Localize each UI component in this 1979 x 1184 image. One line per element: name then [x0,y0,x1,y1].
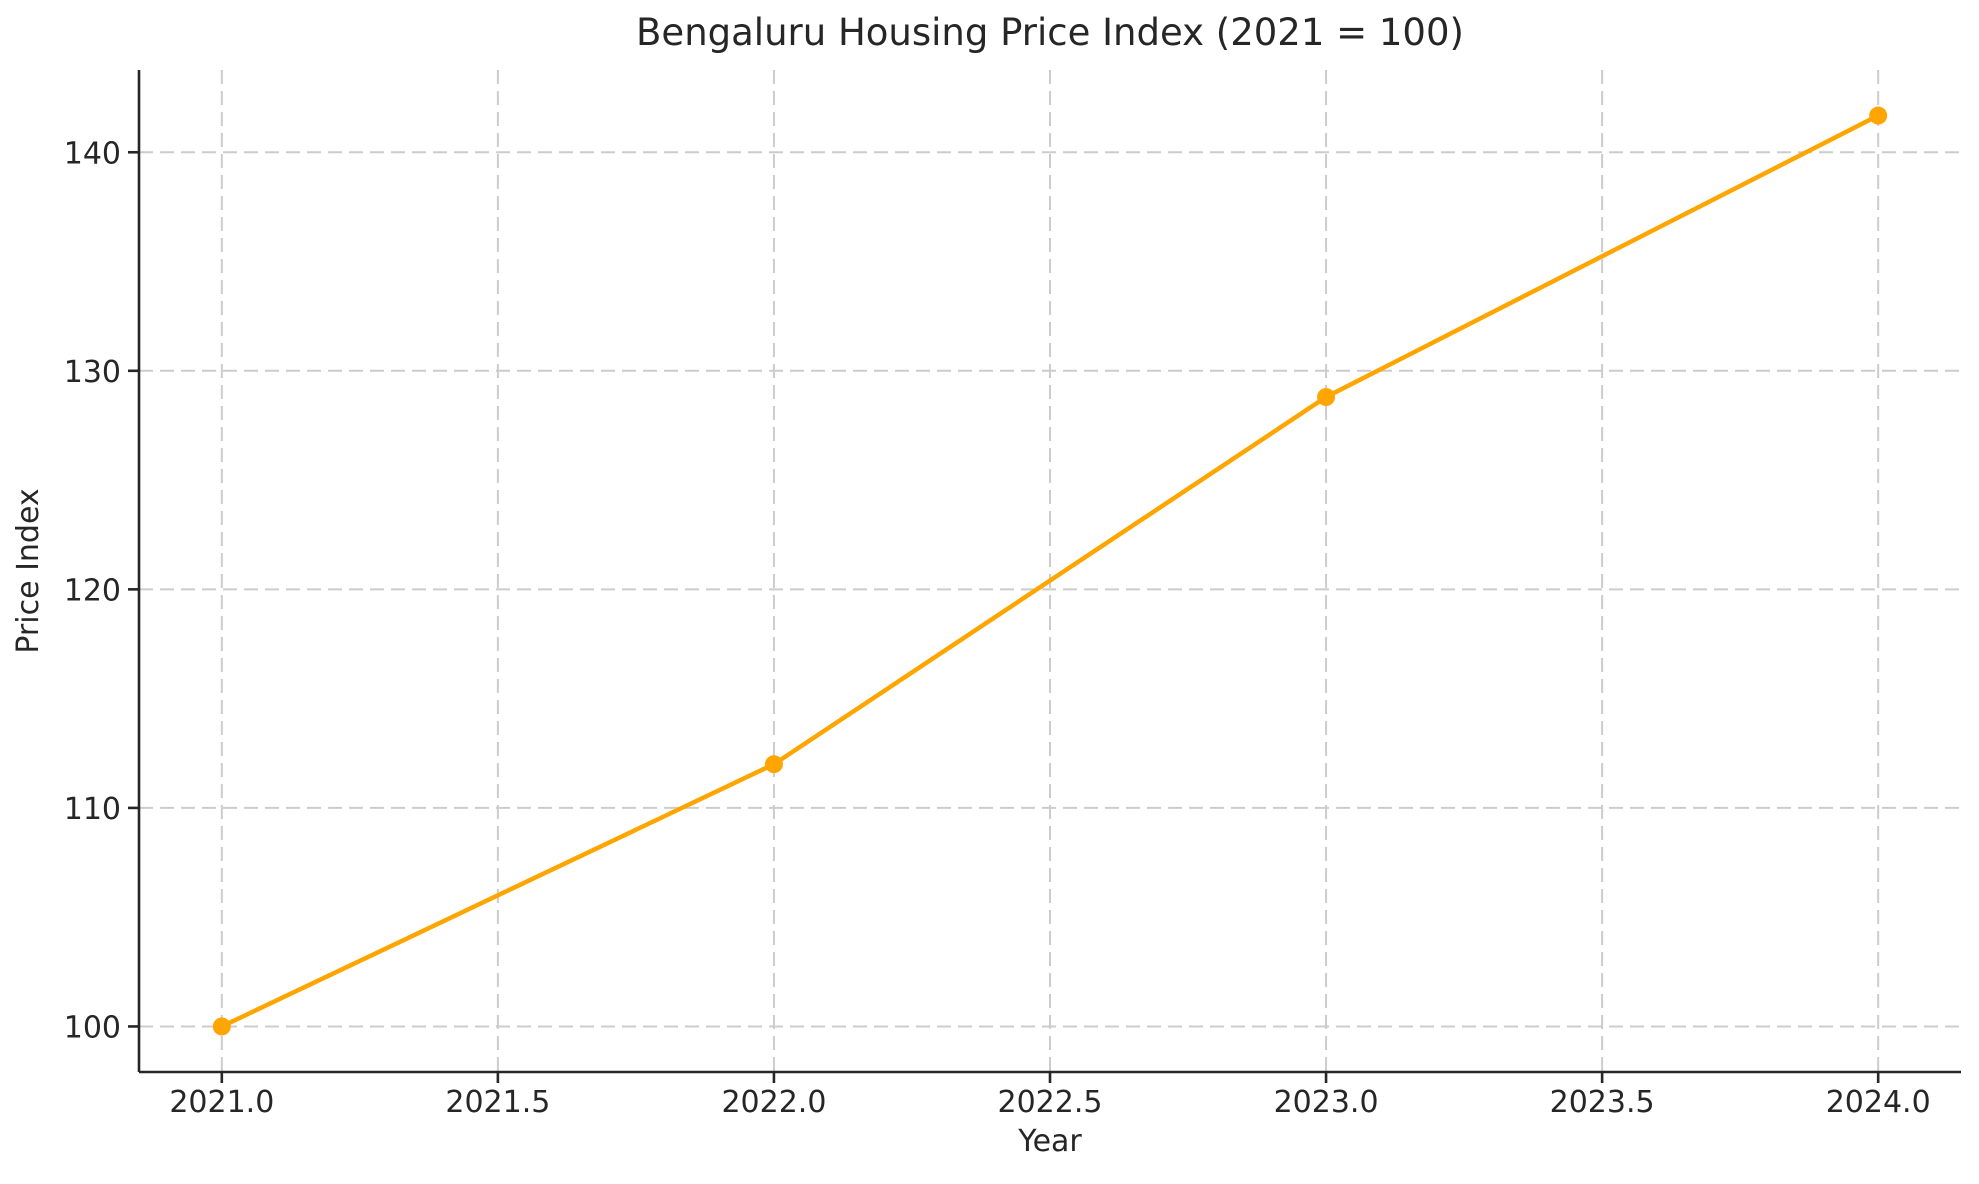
x-tick-label: 2024.0 [1826,1085,1931,1120]
grid-layer [139,70,1961,1072]
data-point-marker [1869,106,1888,125]
x-tick-label: 2022.0 [721,1085,826,1120]
y-tick-label: 110 [64,792,121,827]
data-point-marker [764,755,783,774]
y-tick-label: 140 [64,136,121,171]
y-axis-label: Price Index [11,488,46,653]
y-tick-label: 120 [64,573,121,608]
y-tick-label: 100 [64,1010,121,1045]
data-point-marker [1317,388,1336,407]
x-axis-label: Year [1017,1124,1082,1159]
series-layer [212,106,1888,1036]
chart-title: Bengaluru Housing Price Index (2021 = 10… [636,11,1464,54]
x-tick-label: 2023.5 [1550,1085,1655,1120]
x-tick-label: 2021.0 [169,1085,274,1120]
y-tick-label: 130 [64,355,121,390]
ticks-layer: 2021.0 2021.5 2022.0 2022.5 2023.0 2023.5 2024… [64,136,1931,1120]
x-tick-label: 2022.5 [998,1085,1103,1120]
x-tick-label: 2023.0 [1274,1085,1379,1120]
data-line [219,113,1881,1029]
data-point-marker [212,1017,231,1036]
x-tick-label: 2021.5 [445,1085,550,1120]
